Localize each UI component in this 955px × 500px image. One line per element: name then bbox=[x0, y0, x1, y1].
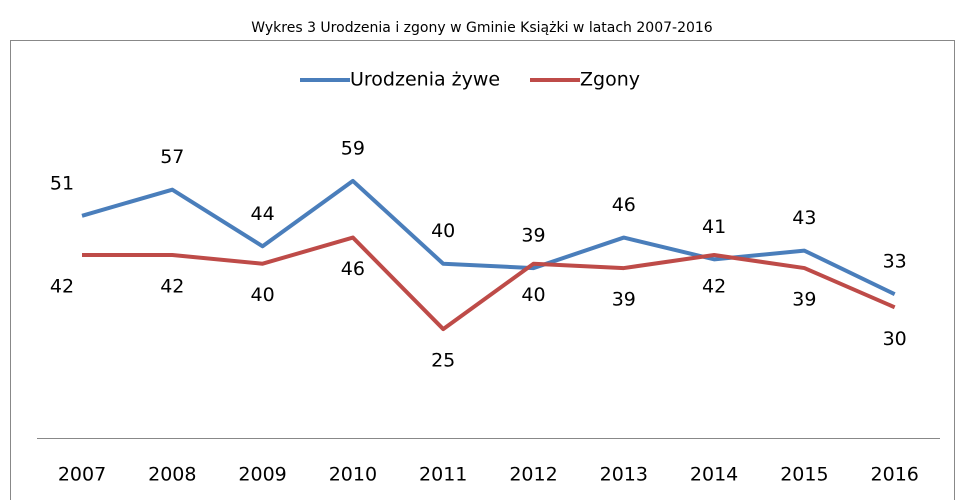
data-label: 59 bbox=[341, 137, 365, 159]
x-tick-label: 2016 bbox=[871, 464, 919, 486]
x-tick-label: 2013 bbox=[600, 464, 648, 486]
x-tick-label: 2009 bbox=[238, 464, 286, 486]
data-label: 42 bbox=[50, 276, 74, 298]
data-label: 51 bbox=[50, 172, 74, 194]
x-tick-label: 2014 bbox=[690, 464, 738, 486]
data-label: 42 bbox=[160, 276, 184, 298]
chart-title: Wykres 3 Urodzenia i zgony w Gminie Ksią… bbox=[251, 20, 713, 36]
data-label: 39 bbox=[612, 289, 636, 311]
x-tick-label: 2012 bbox=[509, 464, 557, 486]
data-label: 57 bbox=[160, 146, 184, 168]
x-tick-label: 2015 bbox=[780, 464, 828, 486]
data-label: 39 bbox=[792, 289, 816, 311]
data-label: 46 bbox=[341, 258, 365, 280]
data-label: 33 bbox=[883, 251, 907, 273]
series-line bbox=[81, 178, 896, 297]
data-label: 46 bbox=[612, 194, 636, 216]
data-label: 42 bbox=[702, 276, 726, 298]
x-tick-label: 2007 bbox=[58, 464, 106, 486]
legend-label: Zgony bbox=[580, 69, 640, 91]
data-label: 30 bbox=[883, 328, 907, 350]
data-label: 43 bbox=[792, 207, 816, 229]
x-tick-label: 2008 bbox=[148, 464, 196, 486]
x-tick-label: 2011 bbox=[419, 464, 467, 486]
data-label: 25 bbox=[431, 350, 455, 372]
data-label: 40 bbox=[251, 284, 275, 306]
series-line bbox=[82, 235, 896, 332]
data-label: 40 bbox=[431, 220, 455, 242]
legend-label: Urodzenia żywe bbox=[350, 69, 500, 91]
data-label: 40 bbox=[521, 284, 545, 306]
data-label: 44 bbox=[251, 203, 275, 225]
x-tick-label: 2010 bbox=[329, 464, 377, 486]
data-label: 41 bbox=[702, 216, 726, 238]
data-label: 39 bbox=[521, 225, 545, 247]
